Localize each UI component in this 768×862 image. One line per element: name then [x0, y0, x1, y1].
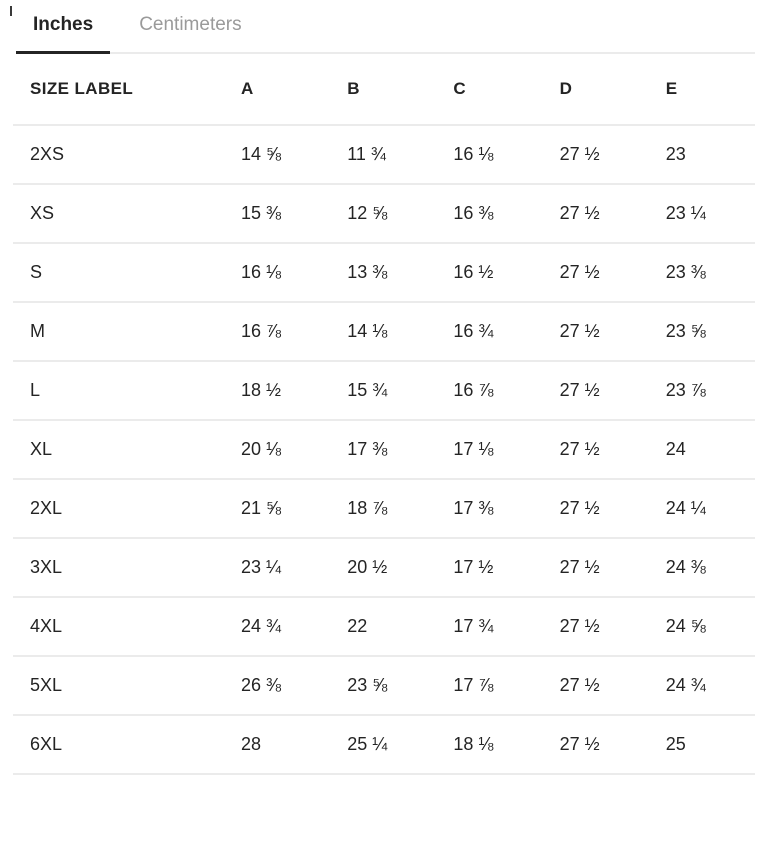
measurement-cell: 23	[648, 125, 755, 185]
column-header: C	[436, 54, 543, 126]
measurement-cell: 16 ⅞	[224, 302, 331, 362]
measurement-cell: 21 ⅝	[224, 479, 331, 539]
column-header: A	[224, 54, 331, 126]
measurement-cell: 17 ¾	[436, 597, 543, 657]
measurement-cell: 23 ⅝	[648, 302, 755, 362]
measurement-cell: 27 ½	[542, 302, 649, 362]
measurement-cell: 20 ½	[330, 538, 437, 598]
tab-inches[interactable]: Inches	[16, 0, 111, 54]
measurement-cell: 27 ½	[542, 125, 649, 185]
measurement-cell: 12 ⅝	[330, 184, 437, 244]
column-header: D	[542, 54, 649, 126]
measurement-cell: 23 ¼	[648, 184, 755, 244]
measurement-cell: 25 ¼	[330, 715, 437, 775]
measurement-cell: 25	[648, 715, 755, 775]
column-header-size-label: SIZE LABEL	[13, 54, 224, 126]
measurement-cell: 24 ⅜	[648, 538, 755, 598]
table-row: S 16 ⅛ 13 ⅜ 16 ½ 27 ½ 23 ⅜	[13, 243, 755, 303]
size-label-cell: 6XL	[13, 715, 224, 775]
measurement-cell: 17 ⅛	[436, 420, 543, 480]
measurement-cell: 16 ⅛	[224, 243, 331, 303]
size-label-cell: 2XL	[13, 479, 224, 539]
table-row: M 16 ⅞ 14 ⅛ 16 ¾ 27 ½ 23 ⅝	[13, 302, 755, 362]
table-row: 2XL 21 ⅝ 18 ⅞ 17 ⅜ 27 ½ 24 ¼	[13, 479, 755, 539]
size-label-cell: L	[13, 361, 224, 421]
measurement-cell: 24 ¾	[648, 656, 755, 716]
table-row: 4XL 24 ¾ 22 17 ¾ 27 ½ 24 ⅝	[13, 597, 755, 657]
unit-tabbar: Inches Centimeters	[16, 0, 755, 54]
measurement-cell: 23 ⅝	[330, 656, 437, 716]
crop-artifact	[10, 6, 12, 16]
measurement-cell: 16 ⅞	[436, 361, 543, 421]
column-header: E	[648, 54, 755, 126]
size-label-cell: M	[13, 302, 224, 362]
measurement-cell: 17 ⅜	[436, 479, 543, 539]
measurement-cell: 23 ⅞	[648, 361, 755, 421]
measurement-cell: 18 ½	[224, 361, 331, 421]
measurement-cell: 20 ⅛	[224, 420, 331, 480]
table-row: 6XL 28 25 ¼ 18 ⅛ 27 ½ 25	[13, 715, 755, 775]
measurement-cell: 27 ½	[542, 361, 649, 421]
size-label-cell: 5XL	[13, 656, 224, 716]
measurement-cell: 17 ½	[436, 538, 543, 598]
measurement-cell: 27 ½	[542, 597, 649, 657]
size-label-cell: 2XS	[13, 125, 224, 185]
measurement-cell: 18 ⅞	[330, 479, 437, 539]
table-row: L 18 ½ 15 ¾ 16 ⅞ 27 ½ 23 ⅞	[13, 361, 755, 421]
table-row: 2XS 14 ⅝ 11 ¾ 16 ⅛ 27 ½ 23	[13, 125, 755, 185]
measurement-cell: 24 ¾	[224, 597, 331, 657]
measurement-cell: 24	[648, 420, 755, 480]
table-row: XS 15 ⅜ 12 ⅝ 16 ⅜ 27 ½ 23 ¼	[13, 184, 755, 244]
measurement-cell: 18 ⅛	[436, 715, 543, 775]
measurement-cell: 28	[224, 715, 331, 775]
measurement-cell: 27 ½	[542, 243, 649, 303]
measurement-cell: 27 ½	[542, 184, 649, 244]
size-label-cell: S	[13, 243, 224, 303]
measurement-cell: 23 ⅜	[648, 243, 755, 303]
measurement-cell: 27 ½	[542, 715, 649, 775]
size-label-cell: 4XL	[13, 597, 224, 657]
measurement-cell: 24 ⅝	[648, 597, 755, 657]
tab-centimeters[interactable]: Centimeters	[139, 14, 242, 35]
measurement-cell: 23 ¼	[224, 538, 331, 598]
measurement-cell: 16 ½	[436, 243, 543, 303]
table-header-row: SIZE LABEL A B C D E	[13, 54, 755, 126]
size-chart: SIZE LABEL A B C D E 2XS 14 ⅝ 11 ¾ 16 ⅛ 27 ½ 23 XS 1…	[0, 54, 768, 775]
measurement-cell: 17 ⅜	[330, 420, 437, 480]
measurement-cell: 16 ⅜	[436, 184, 543, 244]
measurement-cell: 27 ½	[542, 420, 649, 480]
measurement-cell: 27 ½	[542, 538, 649, 598]
column-header: B	[330, 54, 437, 126]
measurement-cell: 26 ⅜	[224, 656, 331, 716]
measurement-cell: 13 ⅜	[330, 243, 437, 303]
size-label-cell: XS	[13, 184, 224, 244]
table-row: XL 20 ⅛ 17 ⅜ 17 ⅛ 27 ½ 24	[13, 420, 755, 480]
measurement-cell: 24 ¼	[648, 479, 755, 539]
table-row: 3XL 23 ¼ 20 ½ 17 ½ 27 ½ 24 ⅜	[13, 538, 755, 598]
size-chart-table: SIZE LABEL A B C D E 2XS 14 ⅝ 11 ¾ 16 ⅛ 27 ½ 23 XS 1…	[13, 54, 755, 775]
measurement-cell: 16 ⅛	[436, 125, 543, 185]
measurement-cell: 22	[330, 597, 437, 657]
measurement-cell: 11 ¾	[330, 125, 437, 185]
size-label-cell: XL	[13, 420, 224, 480]
measurement-cell: 16 ¾	[436, 302, 543, 362]
measurement-cell: 27 ½	[542, 479, 649, 539]
measurement-cell: 14 ⅝	[224, 125, 331, 185]
measurement-cell: 27 ½	[542, 656, 649, 716]
measurement-cell: 14 ⅛	[330, 302, 437, 362]
measurement-cell: 15 ⅜	[224, 184, 331, 244]
table-row: 5XL 26 ⅜ 23 ⅝ 17 ⅞ 27 ½ 24 ¾	[13, 656, 755, 716]
measurement-cell: 15 ¾	[330, 361, 437, 421]
size-label-cell: 3XL	[13, 538, 224, 598]
measurement-cell: 17 ⅞	[436, 656, 543, 716]
